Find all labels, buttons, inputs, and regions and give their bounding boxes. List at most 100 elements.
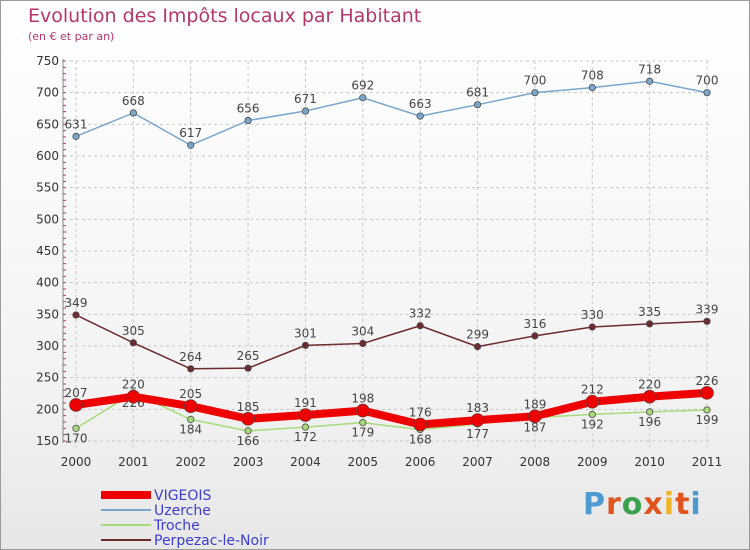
x-tick-label: 2008 xyxy=(520,455,551,469)
proxiti-logo-letter: i xyxy=(690,487,702,522)
y-tick-label: 600 xyxy=(36,149,59,163)
data-label-vigeois: 220 xyxy=(638,378,661,392)
y-tick-label: 350 xyxy=(36,307,59,321)
data-label-troche: 199 xyxy=(696,413,719,427)
data-label-vigeois: 183 xyxy=(466,401,489,415)
data-label-vigeois: 226 xyxy=(696,374,719,388)
proxiti-logo-letter: o xyxy=(621,487,644,522)
x-tick-label: 2001 xyxy=(118,455,149,469)
data-point-troche xyxy=(244,427,252,435)
y-tick-label: 700 xyxy=(36,86,59,100)
data-point-uzerche xyxy=(129,109,137,117)
data-label-perpezac-le-noir: 264 xyxy=(179,350,202,364)
data-point-uzerche xyxy=(416,112,424,120)
data-point-vigeois xyxy=(470,413,485,427)
data-label-uzerche: 631 xyxy=(65,117,88,131)
y-tick-label: 150 xyxy=(36,434,59,448)
data-label-vigeois: 185 xyxy=(237,400,260,414)
x-tick-label: 2002 xyxy=(175,455,206,469)
data-point-vigeois xyxy=(241,412,255,426)
data-label-troche: 179 xyxy=(351,426,374,440)
data-label-vigeois: 198 xyxy=(351,392,374,406)
data-label-troche: 170 xyxy=(65,431,88,445)
chart-title: Evolution des Impôts locaux par Habitant xyxy=(28,5,422,27)
data-label-uzerche: 617 xyxy=(179,126,202,140)
x-tick-label: 2010 xyxy=(634,455,665,469)
data-label-troche: 192 xyxy=(581,417,604,431)
data-point-uzerche xyxy=(244,116,252,125)
data-label-uzerche: 700 xyxy=(523,74,546,88)
data-label-troche: 172 xyxy=(294,430,317,444)
data-label-vigeois: 176 xyxy=(409,406,432,420)
data-point-perpezac-le-noir xyxy=(531,332,539,340)
data-label-perpezac-le-noir: 299 xyxy=(466,328,489,342)
data-point-uzerche xyxy=(646,77,654,85)
proxiti-logo-letter: r xyxy=(606,487,622,522)
data-label-vigeois: 207 xyxy=(65,386,88,400)
data-point-perpezac-le-noir xyxy=(244,364,252,372)
data-label-troche: 177 xyxy=(466,427,489,441)
y-tick-label: 500 xyxy=(36,212,59,226)
x-tick-label: 2004 xyxy=(290,455,321,469)
data-point-uzerche xyxy=(588,84,596,92)
data-point-troche xyxy=(646,408,654,416)
data-label-perpezac-le-noir: 332 xyxy=(409,307,432,321)
data-point-perpezac-le-noir xyxy=(416,322,424,330)
legend-label-perpezac-le-noir: Perpezac-le-Noir xyxy=(154,533,269,549)
data-label-vigeois: 191 xyxy=(294,396,317,410)
data-point-perpezac-le-noir xyxy=(473,343,482,351)
data-label-uzerche: 668 xyxy=(122,94,145,108)
data-label-uzerche: 708 xyxy=(581,69,604,83)
y-tick-label: 450 xyxy=(36,244,59,258)
data-point-perpezac-le-noir xyxy=(301,341,310,349)
data-label-uzerche: 700 xyxy=(696,74,719,88)
data-label-troche: 187 xyxy=(523,421,546,435)
data-label-perpezac-le-noir: 349 xyxy=(65,296,88,310)
data-point-vigeois xyxy=(528,409,542,424)
data-label-uzerche: 663 xyxy=(409,97,432,111)
data-label-perpezac-le-noir: 301 xyxy=(294,326,317,340)
y-tick-label: 750 xyxy=(36,54,59,68)
data-label-uzerche: 692 xyxy=(351,79,374,93)
data-label-uzerche: 718 xyxy=(638,62,661,76)
x-tick-label: 2005 xyxy=(348,455,379,469)
data-point-uzerche xyxy=(473,101,482,109)
x-tick-label: 2006 xyxy=(405,455,436,469)
proxiti-logo-letter: P xyxy=(583,487,606,522)
data-label-uzerche: 681 xyxy=(466,86,489,100)
y-tick-label: 400 xyxy=(36,276,59,290)
data-label-troche: 196 xyxy=(638,415,661,429)
data-label-perpezac-le-noir: 335 xyxy=(638,305,661,319)
x-tick-label: 2011 xyxy=(692,455,723,469)
data-point-perpezac-le-noir xyxy=(359,339,367,348)
legend-label-troche: Troche xyxy=(153,518,200,534)
data-point-perpezac-le-noir xyxy=(72,311,80,319)
data-label-vigeois: 212 xyxy=(581,383,604,397)
data-point-vigeois xyxy=(642,389,657,404)
data-point-uzerche xyxy=(187,141,195,149)
proxiti-logo-letter: x xyxy=(643,487,664,522)
legend-label-uzerche: Uzerche xyxy=(154,503,211,519)
data-point-vigeois xyxy=(700,386,714,400)
series-line-vigeois xyxy=(72,388,711,429)
data-point-perpezac-le-noir xyxy=(588,323,596,331)
series-line-uzerche xyxy=(75,80,708,146)
data-point-vigeois xyxy=(585,394,600,409)
data-label-perpezac-le-noir: 330 xyxy=(581,308,604,322)
data-point-uzerche xyxy=(359,94,367,102)
x-tick-label: 2000 xyxy=(61,455,92,469)
data-label-troche: 184 xyxy=(179,422,202,436)
data-point-vigeois xyxy=(413,417,427,432)
data-point-vigeois xyxy=(183,399,198,413)
data-point-vigeois xyxy=(356,403,370,418)
data-point-perpezac-le-noir xyxy=(646,320,654,328)
data-point-vigeois xyxy=(69,398,83,412)
x-tick-label: 2003 xyxy=(233,455,264,469)
data-point-uzerche xyxy=(301,107,310,115)
legend-label-vigeois: VIGEOIS xyxy=(154,488,212,504)
data-point-vigeois xyxy=(298,408,313,422)
data-point-troche xyxy=(187,415,195,424)
series-line-perpezac-le-noir xyxy=(75,314,708,370)
x-tick-label: 2009 xyxy=(577,455,608,469)
data-point-perpezac-le-noir xyxy=(187,365,195,373)
